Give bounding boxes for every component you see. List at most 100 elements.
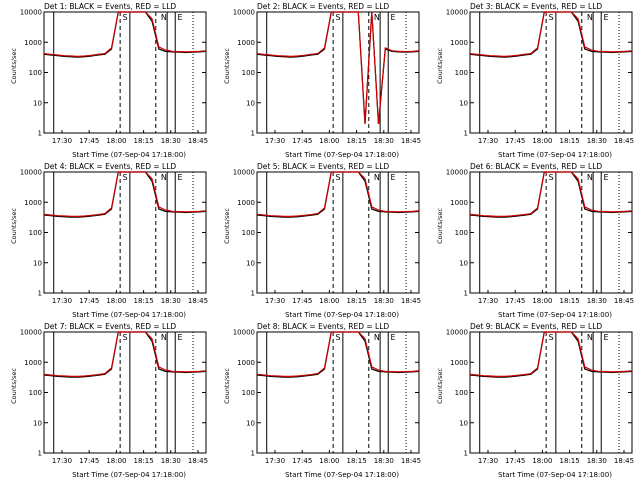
x-axis-label: Start Time (07-Sep-04 17:18:00): [285, 471, 399, 479]
x-tick-label: 17:45: [79, 137, 99, 145]
y-tick-label: 10: [459, 419, 468, 427]
data-series-line: [43, 11, 207, 58]
y-tick-label: 1: [251, 130, 255, 138]
event-marker: S: [122, 333, 127, 342]
x-tick-label: 17:45: [505, 137, 525, 145]
y-tick-label: 1000: [450, 39, 468, 47]
x-tick-label: 18:30: [161, 137, 181, 145]
data-series-line: [256, 11, 420, 124]
x-tick-label: 18:00: [319, 297, 339, 305]
x-tick-label: 18:15: [347, 137, 367, 145]
detector-panel: Det 4: BLACK = Events, RED = LLD Counts/s…: [0, 160, 213, 320]
data-series-line: [256, 11, 420, 124]
panel-plot: 1 10 100 1000 10000 17:30 17:45 18:00 18:15 18:30…: [446, 329, 634, 466]
x-tick-label: 18:00: [106, 137, 126, 145]
y-tick-label: 10000: [446, 9, 468, 17]
x-tick-label: 18:30: [587, 297, 607, 305]
panel-plot: 1 10 100 1000 10000 17:30 17:45 18:00 18:15 18:30…: [233, 9, 421, 146]
y-tick-label: 1000: [450, 199, 468, 207]
x-tick-label: 18:30: [161, 297, 181, 305]
y-tick-label: 1: [464, 290, 468, 298]
panel-plot: 1 10 100 1000 10000 17:30 17:45 18:00 18:15 18:30…: [233, 329, 421, 466]
plot-frame: [43, 171, 207, 294]
y-tick-label: 10: [459, 99, 468, 107]
x-tick-label: 18:45: [188, 457, 208, 465]
y-tick-label: 1000: [24, 359, 42, 367]
x-axis-label: Start Time (07-Sep-04 17:18:00): [285, 311, 399, 319]
event-marker: E: [178, 173, 183, 182]
event-marker: E: [178, 13, 183, 22]
x-tick-label: 17:45: [79, 457, 99, 465]
detector-panel: Det 5: BLACK = Events, RED = LLD Counts/s…: [213, 160, 426, 320]
y-tick-label: 10: [246, 259, 255, 267]
x-tick-label: 18:00: [532, 297, 552, 305]
x-tick-label: 18:00: [532, 457, 552, 465]
y-tick-label: 1000: [237, 359, 255, 367]
data-series-line: [469, 171, 633, 218]
x-tick-label: 18:45: [614, 297, 634, 305]
event-marker: E: [391, 333, 396, 342]
panel-plot: 1 10 100 1000 10000 17:30 17:45 18:00 18:15 18:30…: [446, 9, 634, 146]
x-tick-label: 18:15: [560, 457, 580, 465]
y-tick-label: 10000: [446, 329, 468, 337]
y-tick-label: 100: [242, 69, 255, 77]
panel-title: Det 9: BLACK = Events, RED = LLD: [470, 322, 603, 331]
event-marker: N: [587, 173, 593, 182]
y-tick-label: 100: [242, 389, 255, 397]
panel-title: Det 6: BLACK = Events, RED = LLD: [470, 162, 603, 171]
x-tick-label: 18:00: [106, 457, 126, 465]
detector-panel: Det 2: BLACK = Events, RED = LLD Counts/s…: [213, 0, 426, 160]
x-tick-label: 18:00: [106, 297, 126, 305]
detector-panel: Det 7: BLACK = Events, RED = LLD Counts/s…: [0, 320, 213, 480]
y-tick-label: 10000: [20, 9, 42, 17]
x-axis-label: Start Time (07-Sep-04 17:18:00): [285, 151, 399, 159]
event-marker: S: [335, 13, 340, 22]
y-tick-label: 100: [242, 229, 255, 237]
y-tick-label: 1000: [237, 39, 255, 47]
event-marker: S: [122, 173, 127, 182]
x-tick-label: 17:30: [265, 457, 285, 465]
x-tick-label: 18:00: [319, 457, 339, 465]
y-tick-label: 10: [459, 259, 468, 267]
y-tick-label: 1000: [24, 39, 42, 47]
x-tick-label: 17:45: [292, 137, 312, 145]
x-tick-label: 17:30: [52, 457, 72, 465]
x-tick-label: 18:00: [532, 137, 552, 145]
x-axis-label: Start Time (07-Sep-04 17:18:00): [498, 471, 612, 479]
detector-panel: Det 3: BLACK = Events, RED = LLD Counts/s…: [426, 0, 639, 160]
event-marker: S: [548, 13, 553, 22]
panel-title: Det 7: BLACK = Events, RED = LLD: [44, 322, 177, 331]
data-series-line: [43, 331, 207, 378]
x-tick-label: 18:15: [134, 137, 154, 145]
y-tick-label: 10: [246, 99, 255, 107]
y-tick-label: 10: [246, 419, 255, 427]
x-tick-label: 18:45: [401, 137, 421, 145]
x-axis-label: Start Time (07-Sep-04 17:18:00): [72, 471, 186, 479]
y-tick-label: 1: [38, 130, 42, 138]
event-marker: E: [604, 173, 609, 182]
x-axis-label: Start Time (07-Sep-04 17:18:00): [498, 311, 612, 319]
y-tick-label: 100: [455, 389, 468, 397]
y-tick-label: 10: [33, 419, 42, 427]
x-tick-label: 17:45: [292, 457, 312, 465]
x-tick-label: 18:45: [188, 137, 208, 145]
x-axis-label: Start Time (07-Sep-04 17:18:00): [72, 151, 186, 159]
x-tick-label: 18:30: [587, 137, 607, 145]
event-marker: E: [391, 173, 396, 182]
event-marker: N: [161, 173, 167, 182]
detector-panel: Det 9: BLACK = Events, RED = LLD Counts/s…: [426, 320, 639, 480]
plot-frame: [469, 171, 633, 294]
data-series-line: [43, 171, 207, 218]
event-marker: N: [587, 13, 593, 22]
panel-title: Det 8: BLACK = Events, RED = LLD: [257, 322, 390, 331]
x-tick-label: 18:45: [401, 297, 421, 305]
y-tick-label: 1: [464, 450, 468, 458]
x-tick-label: 18:30: [374, 137, 394, 145]
data-series-line: [256, 171, 420, 218]
x-tick-label: 17:30: [478, 297, 498, 305]
x-tick-label: 18:30: [587, 457, 607, 465]
plot-frame: [256, 11, 420, 134]
data-series-line: [469, 331, 633, 378]
x-tick-label: 18:15: [134, 297, 154, 305]
